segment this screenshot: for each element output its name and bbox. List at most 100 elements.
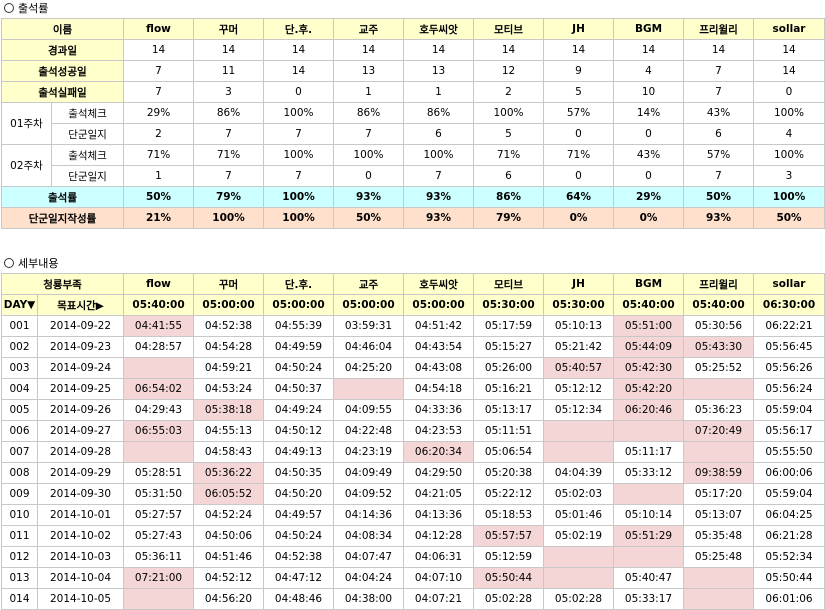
- time-cell: 05:17:59: [473, 315, 545, 337]
- value-cell: 7: [193, 123, 265, 145]
- section-title-details: 세부내용: [0, 255, 825, 273]
- time-cell: 09:38:59: [683, 462, 755, 484]
- table-row: 01주차 출석체크 29% 86% 100% 86% 86% 100% 57% 14% 43% 100…: [1, 102, 825, 145]
- row-label: 출석체크: [50, 144, 125, 166]
- table-row: 002 2014-09-23 04:28:57 04:54:28 04:49:59 04:…: [1, 336, 825, 358]
- day-cell: 012: [1, 546, 38, 568]
- time-cell: 04:52:24: [193, 504, 265, 526]
- time-cell: [543, 420, 615, 442]
- time-cell: 04:28:57: [123, 336, 195, 358]
- time-cell: 04:51:42: [403, 315, 475, 337]
- date-cell: 2014-09-22: [36, 315, 125, 337]
- time-cell: 05:20:38: [473, 462, 545, 484]
- time-cell: 04:43:54: [403, 336, 475, 358]
- time-cell: 05:56:45: [753, 336, 825, 358]
- value-cell: 86%: [403, 102, 475, 124]
- value-cell: 29%: [123, 102, 195, 124]
- time-cell: 05:33:12: [613, 462, 685, 484]
- value-cell: 86%: [193, 102, 265, 124]
- value-cell: 50%: [123, 186, 195, 208]
- row-label: 출석률: [0, 186, 125, 208]
- value-cell: 100%: [403, 144, 475, 166]
- value-cell: 0%: [543, 207, 615, 229]
- table-row: 011 2014-10-02 05:27:43 04:50:06 04:50:24 04:…: [1, 525, 825, 547]
- target-time-cell: 06:30:00: [753, 294, 825, 316]
- time-cell: 07:21:00: [123, 567, 195, 589]
- value-cell: 14: [543, 39, 615, 61]
- value-cell: 14: [753, 39, 825, 61]
- time-cell: 05:33:17: [613, 588, 685, 610]
- time-cell: [543, 546, 615, 568]
- value-cell: 93%: [403, 186, 475, 208]
- time-cell: 05:40:57: [543, 357, 615, 379]
- time-cell: 05:10:14: [613, 504, 685, 526]
- day-sort-header: DAY▼: [1, 294, 38, 316]
- row-label: 단군일지: [50, 165, 125, 187]
- header-cell: 모티브: [473, 273, 545, 295]
- day-cell: 013: [1, 567, 38, 589]
- value-cell: 4: [753, 123, 825, 145]
- value-cell: 50%: [753, 207, 825, 229]
- time-cell: 04:25:20: [333, 357, 405, 379]
- time-cell: [613, 546, 685, 568]
- time-cell: [613, 420, 685, 442]
- value-cell: 0: [753, 81, 825, 103]
- value-cell: 86%: [473, 186, 545, 208]
- target-time-cell: 05:30:00: [473, 294, 545, 316]
- value-cell: 1: [123, 165, 195, 187]
- time-cell: 04:12:28: [403, 525, 475, 547]
- time-cell: 05:01:46: [543, 504, 615, 526]
- time-cell: [683, 588, 755, 610]
- details-table: 청룡부족 flow 꾸머 단.후. 교주 호두씨앗 모티브 JH BGM 프리윌리 sollar DA…: [0, 273, 825, 610]
- time-cell: 05:22:12: [473, 483, 545, 505]
- value-cell: 21%: [123, 207, 195, 229]
- table-row: 009 2014-09-30 05:31:50 06:05:52 04:50:20 04:…: [1, 483, 825, 505]
- time-cell: 04:09:55: [333, 399, 405, 421]
- time-cell: 04:49:59: [263, 336, 335, 358]
- table-row: 014 2014-10-05 04:56:20 04:48:46 04:38:00 04:…: [1, 588, 825, 610]
- target-time-label: 목표시간▶: [36, 294, 125, 316]
- time-cell: 06:01:06: [753, 588, 825, 610]
- header-cell: 단.후.: [263, 18, 335, 40]
- time-cell: 04:04:39: [543, 462, 615, 484]
- value-cell: 71%: [543, 144, 615, 166]
- attendance-table: 이름 flow 꾸머 단.후. 교주 호두씨앗 모티브 JH BGM 프리윌리 sollar 경과일 1…: [0, 18, 825, 229]
- date-cell: 2014-09-30: [36, 483, 125, 505]
- value-cell: 0: [613, 123, 685, 145]
- time-cell: 06:05:52: [193, 483, 265, 505]
- value-cell: 1: [403, 81, 475, 103]
- time-cell: 04:33:36: [403, 399, 475, 421]
- day-cell: 003: [1, 357, 38, 379]
- time-cell: 04:29:50: [403, 462, 475, 484]
- value-cell: 100%: [263, 102, 335, 124]
- value-cell: 11: [193, 60, 265, 82]
- header-cell: 호두씨앗: [403, 273, 475, 295]
- time-cell: [543, 567, 615, 589]
- time-cell: 05:50:44: [473, 567, 545, 589]
- value-cell: 14: [753, 60, 825, 82]
- time-cell: 05:50:44: [753, 567, 825, 589]
- time-cell: 04:07:10: [403, 567, 475, 589]
- time-cell: 05:12:59: [473, 546, 545, 568]
- time-cell: 06:20:34: [403, 441, 475, 463]
- value-cell: 100%: [263, 207, 335, 229]
- value-cell: 71%: [473, 144, 545, 166]
- attendance-rate-row: 출석률 50% 79% 100% 93% 93% 86% 64% 29% 50% 100%: [0, 186, 825, 208]
- value-cell: 9: [543, 60, 615, 82]
- value-cell: 0: [333, 165, 405, 187]
- time-cell: 05:51:00: [613, 315, 685, 337]
- time-cell: 05:02:28: [543, 588, 615, 610]
- time-cell: 04:50:06: [193, 525, 265, 547]
- value-cell: 7: [683, 165, 755, 187]
- value-cell: 3: [753, 165, 825, 187]
- day-cell: 006: [1, 420, 38, 442]
- time-cell: [613, 483, 685, 505]
- time-cell: 04:23:53: [403, 420, 475, 442]
- date-cell: 2014-09-23: [36, 336, 125, 358]
- time-cell: 06:55:03: [123, 420, 195, 442]
- time-cell: 05:28:51: [123, 462, 195, 484]
- table-row: 012 2014-10-03 05:36:11 04:51:46 04:52:38 04:…: [1, 546, 825, 568]
- table-row: 008 2014-09-29 05:28:51 05:36:22 04:50:35 04:…: [1, 462, 825, 484]
- day-cell: 005: [1, 399, 38, 421]
- value-cell: 14: [333, 39, 405, 61]
